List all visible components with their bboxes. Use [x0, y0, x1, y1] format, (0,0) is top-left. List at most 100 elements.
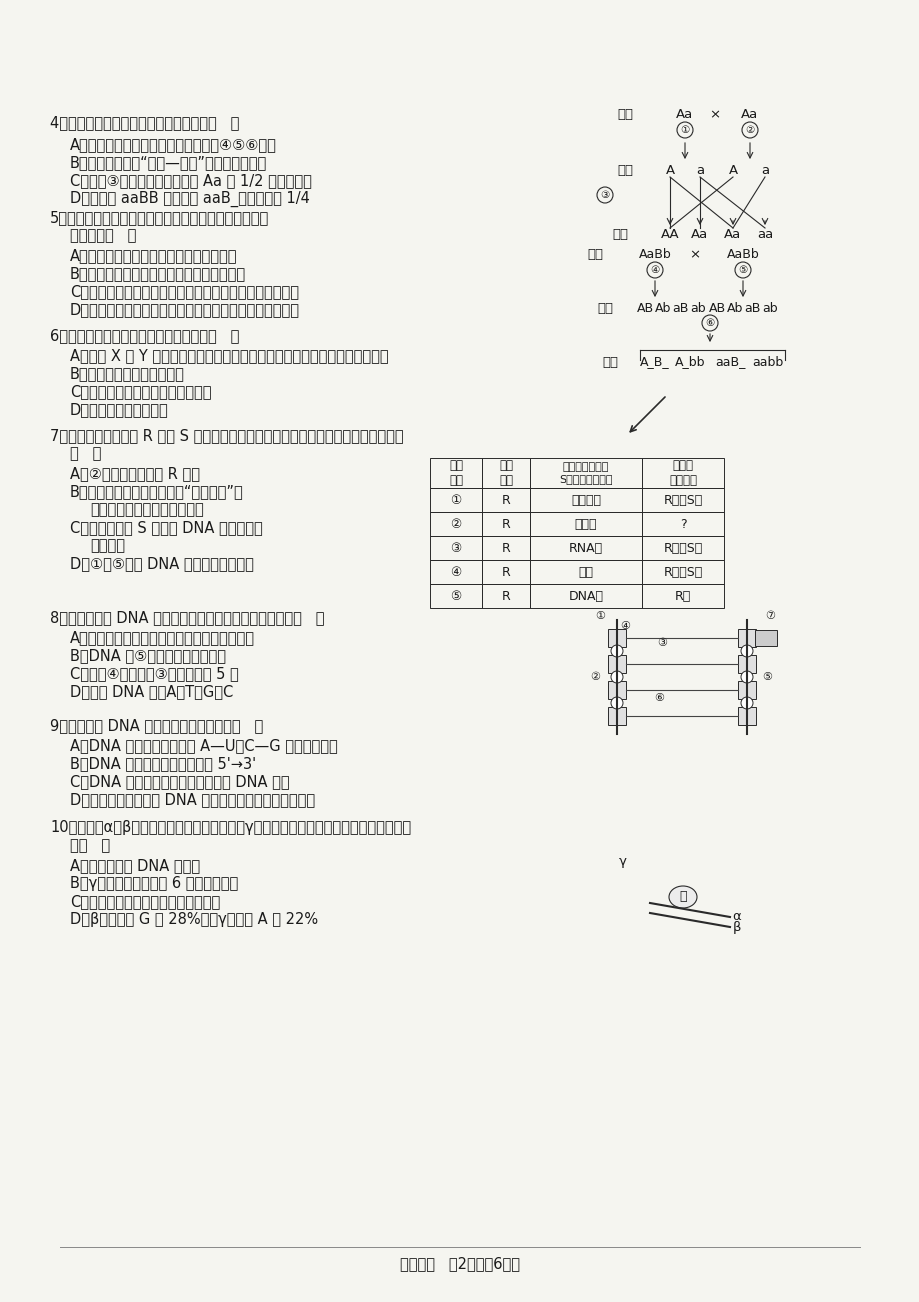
Text: B．该实验控制自变量采用了“加法原理”，: B．该实验控制自变量采用了“加法原理”， — [70, 484, 244, 499]
Text: aabb: aabb — [752, 355, 783, 368]
Text: ②: ② — [744, 125, 754, 135]
Bar — [737, 681, 755, 699]
Text: C．图中④的种类由③决定，共有 5 种: C．图中④的种类由③决定，共有 5 种 — [70, 667, 239, 681]
Text: AaBb: AaBb — [726, 249, 758, 262]
Bar — [607, 707, 625, 725]
Bar — [529, 560, 641, 585]
Text: R: R — [501, 542, 510, 555]
Bar — [429, 585, 482, 608]
Bar — [754, 630, 777, 646]
Text: AaBb: AaBb — [638, 249, 671, 262]
Text: 子代: 子代 — [601, 355, 618, 368]
Circle shape — [610, 671, 622, 684]
Text: ab: ab — [761, 302, 777, 315]
Text: RNA酶: RNA酶 — [568, 542, 603, 555]
Bar — [607, 655, 625, 673]
Text: （   ）: （ ） — [70, 447, 101, 461]
Text: ×: × — [688, 249, 699, 262]
Text: 高一生物   第2页（共6页）: 高一生物 第2页（共6页） — [400, 1256, 519, 1272]
Text: 配子: 配子 — [596, 302, 612, 315]
Text: aa: aa — [756, 228, 772, 241]
Text: Aa: Aa — [723, 228, 741, 241]
Text: A．图中的酶是 DNA 聚合酶: A．图中的酶是 DNA 聚合酶 — [70, 858, 200, 874]
Bar — [641, 585, 723, 608]
Bar — [429, 512, 482, 536]
Text: a: a — [760, 164, 768, 177]
Text: ④: ④ — [450, 565, 461, 578]
Text: A．②培养皿中只出现 R 型菌: A．②培养皿中只出现 R 型菌 — [70, 466, 199, 480]
Text: A_bb: A_bb — [674, 355, 705, 368]
Text: aB: aB — [743, 302, 759, 315]
Text: aaB_: aaB_ — [714, 355, 744, 368]
Bar — [641, 488, 723, 512]
Text: ⑥: ⑥ — [653, 693, 664, 703]
Text: ③: ③ — [600, 190, 609, 201]
Text: 配子: 配子 — [617, 164, 632, 177]
Text: ③: ③ — [656, 638, 666, 648]
Text: B．同源染色体分离时，等位基因也随之分离: B．同源染色体分离时，等位基因也随之分离 — [70, 266, 246, 281]
Text: β: β — [732, 922, 741, 935]
Text: 接种
菌型: 接种 菌型 — [498, 460, 513, 487]
Text: 不作处理: 不作处理 — [571, 493, 600, 506]
Text: R: R — [501, 493, 510, 506]
Text: R: R — [501, 517, 510, 530]
Text: ⑤: ⑤ — [450, 590, 461, 603]
Text: R型、S型: R型、S型 — [663, 493, 702, 506]
Text: Aa: Aa — [690, 228, 708, 241]
Text: D．β链中碱基 G 占 28%，则γ中碱基 A 占 22%: D．β链中碱基 G 占 28%，则γ中碱基 A 占 22% — [70, 911, 318, 927]
Text: ②: ② — [589, 672, 599, 682]
Bar — [482, 458, 529, 488]
Text: C．图中③过程的随机性是子代 Aa 占 1/2 的原因之一: C．图中③过程的随机性是子代 Aa 占 1/2 的原因之一 — [70, 173, 312, 187]
Text: 培养皿
长菌情况: 培养皿 长菌情况 — [668, 460, 697, 487]
Text: C．伴性遗传也遵循孟德尔遗传定律: C．伴性遗传也遵循孟德尔遗传定律 — [70, 384, 211, 398]
Text: 亲代: 亲代 — [617, 108, 632, 121]
Bar — [482, 560, 529, 585]
Text: 4．有关下列遗传图解的叙述，正确的是（   ）: 4．有关下列遗传图解的叙述，正确的是（ ） — [50, 115, 239, 130]
Bar — [429, 488, 482, 512]
Text: 加入不同处理的
S型菌细胞提取物: 加入不同处理的 S型菌细胞提取物 — [559, 462, 612, 484]
Text: 6．下列关于伴性遗传的叙述，错误的是（   ）: 6．下列关于伴性遗传的叙述，错误的是（ ） — [50, 328, 239, 342]
Text: ①: ① — [450, 493, 461, 506]
Text: B．γ彻底水解后能生成 6 种小分子物质: B．γ彻底水解后能生成 6 种小分子物质 — [70, 876, 238, 891]
Circle shape — [610, 644, 622, 658]
Text: 10．如图中α、β是真核细胞某基因的两条链，γ是另外一条多核苷酸链，下列说法正确的: 10．如图中α、β是真核细胞某基因的两条链，γ是另外一条多核苷酸链，下列说法正确… — [50, 820, 411, 835]
Text: AA: AA — [660, 228, 678, 241]
Text: D．脱氧核苷酸必须在 DNA 酶的作用下才能连接形成子链: D．脱氧核苷酸必须在 DNA 酶的作用下才能连接形成子链 — [70, 792, 315, 807]
Bar — [641, 512, 723, 536]
Text: a: a — [695, 164, 703, 177]
Text: aB: aB — [671, 302, 687, 315]
Bar — [737, 707, 755, 725]
Text: B．遗传上总是和性别相关联: B．遗传上总是和性别相关联 — [70, 366, 185, 381]
Text: D．①～⑤说明 DNA 是主要的遗传物质: D．①～⑤说明 DNA 是主要的遗传物质 — [70, 556, 254, 572]
Text: 蛋白酶: 蛋白酶 — [574, 517, 596, 530]
Text: ⑤: ⑤ — [738, 266, 747, 275]
Bar — [641, 458, 723, 488]
Text: 转化因子: 转化因子 — [90, 538, 125, 553]
Text: ②: ② — [450, 517, 461, 530]
Bar — [429, 560, 482, 585]
Bar — [607, 681, 625, 699]
Text: C．若该基因，则该过程发生在分裂期: C．若该基因，则该过程发生在分裂期 — [70, 894, 220, 909]
Bar — [737, 655, 755, 673]
Text: ?: ? — [679, 517, 686, 530]
Text: 亲代: 亲代 — [586, 249, 602, 262]
Text: D．双链 DNA 中，A＋T＝G＋C: D．双链 DNA 中，A＋T＝G＋C — [70, 684, 233, 699]
Bar — [482, 585, 529, 608]
Text: ⑦: ⑦ — [765, 611, 774, 621]
Circle shape — [740, 671, 752, 684]
Bar — [529, 488, 641, 512]
Bar — [529, 536, 641, 560]
Text: R: R — [501, 565, 510, 578]
Text: R: R — [501, 590, 510, 603]
Text: 7．艾弗里和其同事用 R 型和 S 型肺炎链球菌进行实验，结果如下表。从表中内容可知: 7．艾弗里和其同事用 R 型和 S 型肺炎链球菌进行实验，结果如下表。从表中内容… — [50, 428, 403, 443]
Text: ③: ③ — [450, 542, 461, 555]
Text: Ab: Ab — [654, 302, 671, 315]
Text: ⑤: ⑤ — [761, 672, 771, 682]
Text: B．以上过程属于“假说—演绎”法中的验证过程: B．以上过程属于“假说—演绎”法中的验证过程 — [70, 155, 267, 171]
Text: A．位于 X 或 Y 染色体上的基因，其控制的性状与性别的形成都有一定的关系: A．位于 X 或 Y 染色体上的基因，其控制的性状与性别的形成都有一定的关系 — [70, 348, 388, 363]
Text: B．DNA 子链的合成方向都是由 5'→3': B．DNA 子链的合成方向都是由 5'→3' — [70, 756, 255, 771]
Text: 因为不同组中加入了不同的酶: 因为不同组中加入了不同的酶 — [90, 503, 203, 517]
Text: C．非同源染色体数量越多，非等位基因组合的种类也越多: C．非同源染色体数量越多，非等位基因组合的种类也越多 — [70, 284, 299, 299]
Circle shape — [610, 697, 622, 710]
Bar — [529, 512, 641, 536]
